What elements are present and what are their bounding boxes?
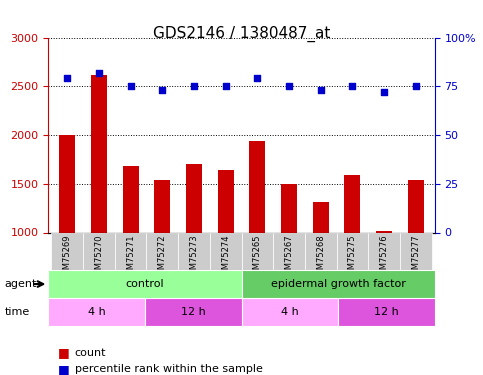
Bar (408, 180, 424, 232)
Text: GSM75273: GSM75273 (189, 234, 199, 280)
FancyBboxPatch shape (400, 232, 431, 270)
Text: GSM75267: GSM75267 (284, 234, 294, 280)
Point (254, 75, 261, 81)
Point (190, 83, 198, 89)
Text: ■: ■ (58, 346, 70, 359)
Point (380, 89, 388, 95)
Point (63, 75, 71, 81)
FancyBboxPatch shape (48, 298, 145, 326)
Text: GSM75275: GSM75275 (348, 234, 357, 280)
FancyBboxPatch shape (242, 232, 273, 270)
Bar (59, 135, 75, 232)
FancyBboxPatch shape (83, 232, 115, 270)
Text: 12 h: 12 h (374, 307, 399, 317)
Point (285, 83, 293, 89)
Text: control: control (126, 279, 164, 289)
Bar (186, 164, 202, 232)
FancyBboxPatch shape (178, 232, 210, 270)
Point (127, 83, 134, 89)
Text: count: count (75, 348, 106, 357)
Text: GSM75276: GSM75276 (380, 234, 388, 280)
FancyBboxPatch shape (273, 232, 305, 270)
Text: 4 h: 4 h (88, 307, 105, 317)
Text: 12 h: 12 h (181, 307, 206, 317)
Text: time: time (5, 307, 30, 317)
Text: GSM75277: GSM75277 (411, 234, 420, 280)
Text: GSM75265: GSM75265 (253, 234, 262, 280)
Text: agent: agent (5, 279, 37, 289)
Bar (91, 75, 107, 232)
FancyBboxPatch shape (242, 270, 435, 298)
FancyBboxPatch shape (337, 232, 368, 270)
FancyBboxPatch shape (145, 298, 242, 326)
FancyBboxPatch shape (368, 232, 400, 270)
FancyBboxPatch shape (52, 232, 83, 270)
Text: 4 h: 4 h (281, 307, 298, 317)
Text: percentile rank within the sample: percentile rank within the sample (75, 364, 263, 374)
Bar (313, 202, 328, 232)
Text: GSM75274: GSM75274 (221, 234, 230, 280)
Point (95, 70, 103, 76)
FancyBboxPatch shape (48, 270, 242, 298)
Point (349, 83, 356, 89)
Bar (344, 175, 360, 232)
FancyBboxPatch shape (242, 298, 338, 326)
Bar (155, 180, 170, 232)
Point (222, 83, 229, 89)
FancyBboxPatch shape (115, 232, 146, 270)
Bar (218, 170, 234, 232)
FancyBboxPatch shape (338, 298, 435, 326)
Point (412, 83, 420, 89)
Text: GDS2146 / 1380487_at: GDS2146 / 1380487_at (153, 26, 330, 42)
Bar (123, 166, 139, 232)
Text: epidermal growth factor: epidermal growth factor (270, 279, 406, 289)
Bar (376, 231, 392, 232)
FancyBboxPatch shape (146, 232, 178, 270)
Text: GSM75268: GSM75268 (316, 234, 325, 280)
FancyBboxPatch shape (305, 232, 337, 270)
FancyBboxPatch shape (210, 232, 242, 270)
Text: GSM75272: GSM75272 (158, 234, 167, 280)
Point (158, 87, 166, 93)
Point (317, 87, 325, 93)
Bar (281, 184, 297, 232)
Text: ■: ■ (58, 363, 70, 375)
Text: GSM75270: GSM75270 (95, 234, 103, 280)
Bar (249, 141, 265, 232)
Text: GSM75269: GSM75269 (63, 234, 72, 280)
Text: GSM75271: GSM75271 (126, 234, 135, 280)
